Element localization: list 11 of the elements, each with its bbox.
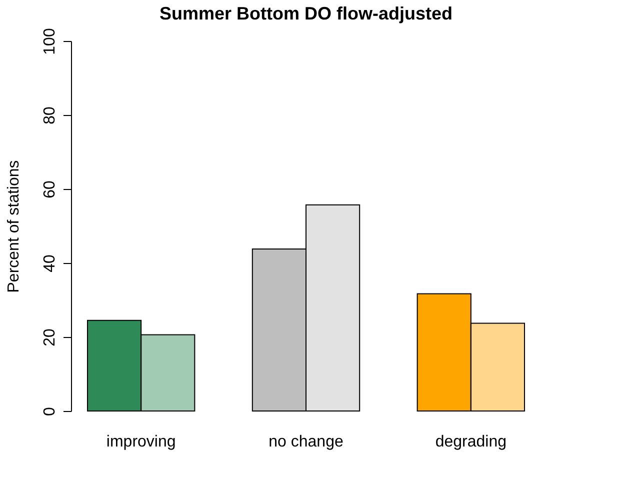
x-tick-label: degrading — [435, 434, 506, 450]
y-axis-title: Percent of stations — [6, 160, 22, 293]
y-tick-label: 60 — [42, 180, 58, 198]
y-tick-label: 0 — [42, 406, 58, 416]
y-tick-label: 40 — [42, 254, 58, 272]
y-tick-label: 80 — [42, 106, 58, 124]
chart-title: Summer Bottom DO flow-adjusted — [159, 4, 453, 24]
x-tick-label: no change — [268, 434, 344, 450]
y-tick-label: 100 — [42, 28, 58, 55]
x-tick-label: improving — [106, 434, 176, 450]
y-tick-label: 20 — [42, 328, 58, 346]
